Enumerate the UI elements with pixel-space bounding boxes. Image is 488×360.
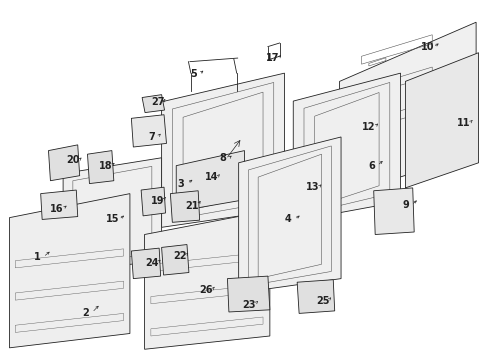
Polygon shape (161, 73, 284, 227)
Text: 27: 27 (151, 97, 164, 107)
Polygon shape (131, 115, 166, 147)
Polygon shape (339, 22, 475, 196)
Polygon shape (227, 276, 269, 312)
Text: 16: 16 (50, 204, 63, 214)
Polygon shape (63, 158, 161, 270)
Polygon shape (48, 145, 80, 181)
Text: 3: 3 (177, 179, 184, 189)
Polygon shape (293, 73, 400, 221)
Text: 18: 18 (99, 161, 112, 171)
Polygon shape (264, 155, 320, 211)
Polygon shape (9, 194, 130, 348)
Text: 9: 9 (401, 200, 408, 210)
Text: 22: 22 (173, 251, 186, 261)
Text: 21: 21 (185, 201, 198, 211)
Text: 12: 12 (361, 122, 375, 132)
Text: 23: 23 (242, 300, 256, 310)
Text: 13: 13 (305, 182, 319, 192)
Polygon shape (170, 191, 199, 222)
Text: 20: 20 (66, 155, 80, 165)
Text: 5: 5 (189, 69, 196, 79)
Text: 19: 19 (151, 196, 164, 206)
Text: 1: 1 (34, 252, 41, 262)
Text: 10: 10 (420, 42, 433, 52)
Text: 24: 24 (145, 258, 158, 268)
Polygon shape (87, 150, 114, 184)
Text: 4: 4 (285, 215, 291, 224)
Text: 14: 14 (204, 172, 218, 182)
Text: 26: 26 (199, 285, 213, 296)
Polygon shape (405, 53, 478, 188)
Polygon shape (141, 187, 165, 216)
Polygon shape (144, 211, 269, 349)
Polygon shape (161, 244, 188, 275)
Text: 7: 7 (148, 132, 155, 142)
Polygon shape (373, 188, 413, 234)
Text: 6: 6 (367, 161, 374, 171)
Polygon shape (131, 248, 160, 279)
Text: 11: 11 (456, 118, 470, 128)
Text: 25: 25 (315, 296, 328, 306)
Text: 17: 17 (265, 53, 279, 63)
Polygon shape (238, 137, 340, 293)
Polygon shape (176, 150, 244, 212)
Polygon shape (142, 95, 164, 113)
Text: 2: 2 (82, 308, 89, 318)
Polygon shape (297, 280, 334, 314)
Text: 8: 8 (219, 153, 225, 163)
Text: 15: 15 (106, 215, 120, 224)
Polygon shape (41, 190, 78, 220)
